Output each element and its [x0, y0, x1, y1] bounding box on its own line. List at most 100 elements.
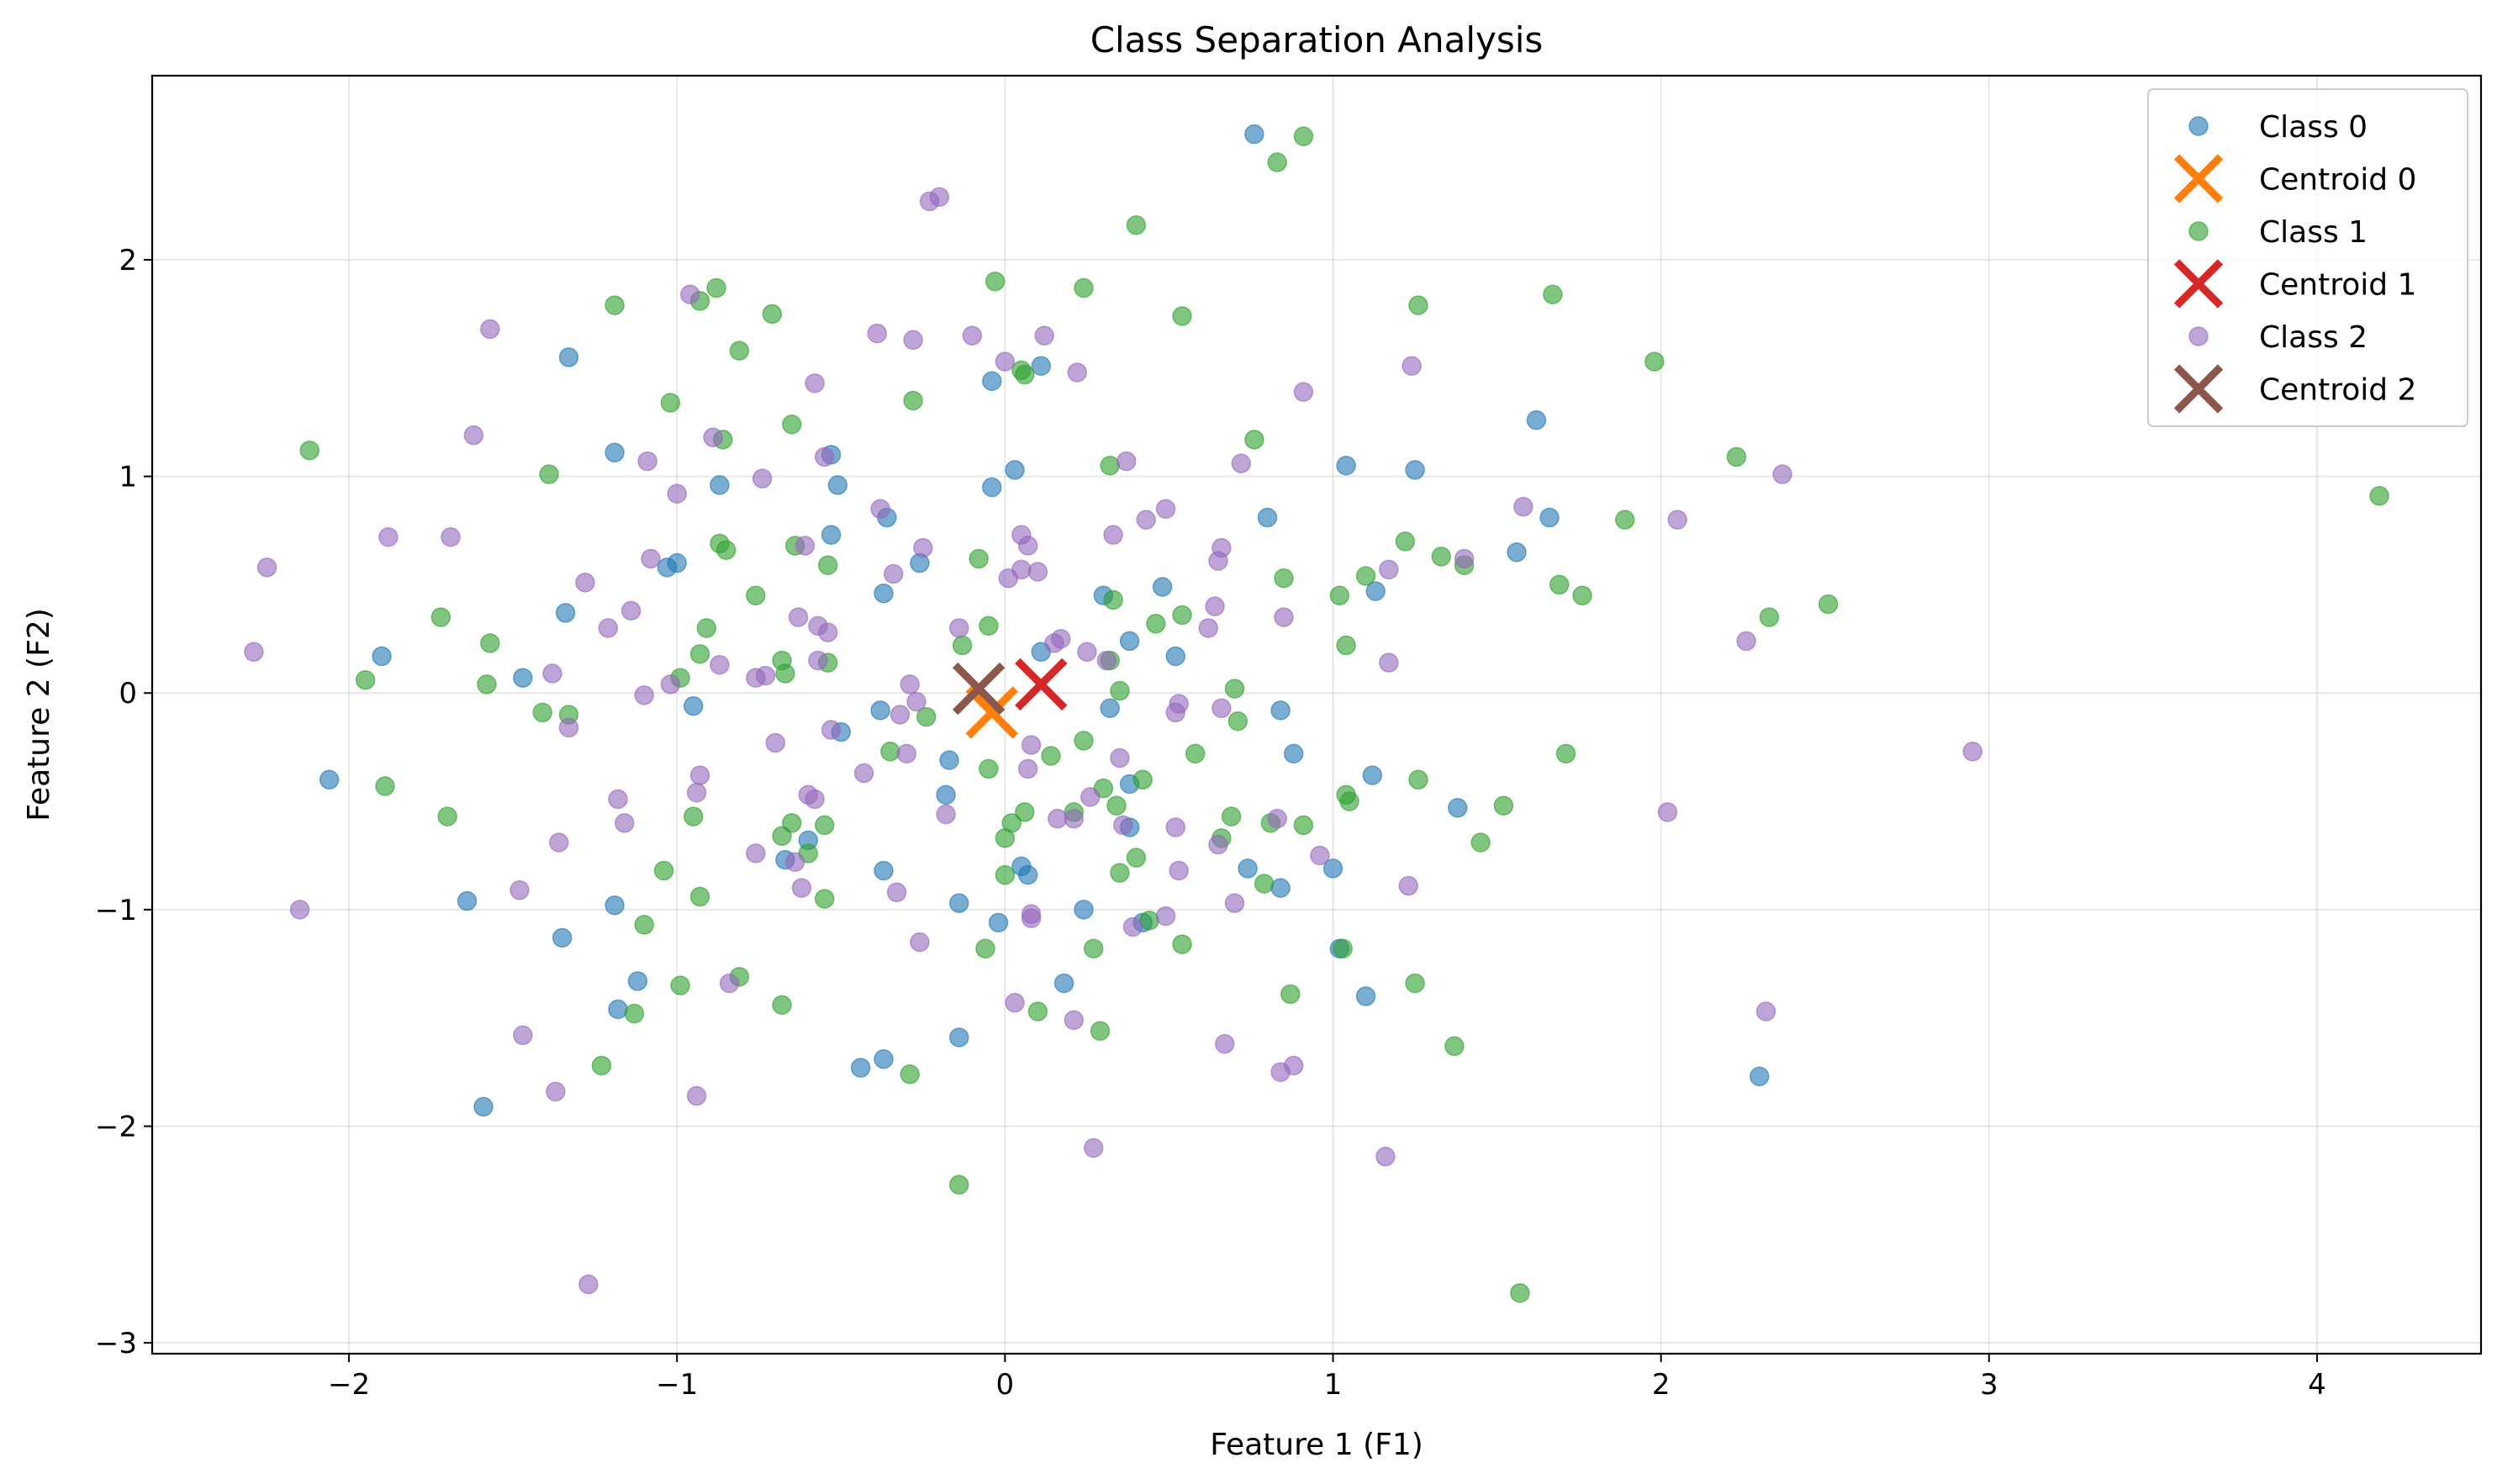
class-2-point: [1034, 325, 1054, 346]
class-2-point: [817, 622, 838, 642]
class-2-point: [883, 563, 904, 584]
class-2-point: [1103, 525, 1123, 545]
class-0-point: [710, 475, 730, 495]
class-0-point: [1270, 878, 1291, 898]
class-0-point: [874, 1048, 894, 1069]
class-2-point: [1165, 702, 1185, 723]
class-2-point: [441, 526, 461, 547]
class-1-point: [1224, 679, 1245, 699]
class-0-point: [1005, 460, 1025, 480]
class-0-point: [874, 860, 894, 881]
class-2-point: [480, 319, 500, 340]
class-2-point: [910, 932, 930, 953]
class-1-point: [1227, 710, 1248, 731]
class-1-point: [817, 555, 838, 575]
class-1-point: [975, 938, 995, 959]
x-tick-label: −1: [656, 1368, 698, 1402]
class-1-point: [1027, 1001, 1048, 1022]
y-axis-label: Feature 2 (F2): [22, 608, 56, 821]
class-1-point: [985, 271, 1006, 292]
class-1-point: [1172, 306, 1192, 326]
legend-swatch-class-1: [2188, 221, 2209, 241]
class-1-point: [1614, 510, 1635, 530]
class-2-point: [886, 882, 907, 903]
centroid-stroke: [2173, 154, 2224, 203]
class-2-point: [1212, 698, 1232, 719]
centroid-0-marker: [965, 686, 1018, 739]
class-1-point: [746, 585, 766, 606]
class-2-point: [1165, 817, 1185, 837]
class-0-point: [1507, 542, 1527, 562]
class-1-point: [1644, 351, 1665, 372]
class-1-point: [815, 815, 835, 836]
class-0-point: [821, 525, 842, 545]
class-1-point: [1405, 973, 1425, 994]
y-tick-label: 2: [119, 244, 137, 277]
legend-swatch-class-2: [2188, 326, 2209, 346]
class-2-point: [1402, 356, 1422, 376]
class-2-point: [1064, 1010, 1085, 1031]
class-2-point: [788, 607, 809, 627]
axis-ticks: −2 −1 0 1 2 3 4 −3 −2 −1 0 1 2: [95, 244, 2326, 1402]
class-2-point: [1136, 510, 1156, 530]
class-2-point: [256, 557, 277, 578]
class-2-point: [710, 654, 730, 675]
class-2-point: [1215, 1033, 1235, 1054]
class-2-point: [1077, 642, 1097, 663]
class-1-point: [1274, 568, 1294, 589]
class-2-point: [1048, 808, 1068, 829]
class-0-point: [948, 893, 969, 913]
class-0-point: [604, 895, 625, 916]
class-1-point: [1221, 806, 1242, 826]
class-1-point: [1759, 607, 1780, 627]
class-2-point: [1454, 548, 1475, 569]
class-1-point: [634, 915, 654, 935]
class-2-point: [805, 789, 825, 810]
class-0-point: [1526, 409, 1547, 430]
class-1-point: [437, 806, 457, 826]
class-1-point: [1355, 566, 1376, 586]
class-1-point: [1090, 1021, 1111, 1041]
centroid-stroke: [2173, 364, 2224, 414]
class-2-point: [1027, 562, 1048, 582]
class-0-point: [1283, 743, 1304, 764]
class-1-point: [979, 758, 999, 779]
class-2-point: [1067, 362, 1087, 383]
class-1-point: [1395, 531, 1416, 552]
class-2-point: [598, 618, 619, 638]
class-1-point: [1172, 934, 1192, 954]
class-1-point: [979, 615, 999, 636]
class-2-point: [1021, 735, 1042, 755]
class-1-point: [1572, 585, 1592, 606]
centroid-stroke: [965, 686, 1018, 739]
class-0-point: [870, 700, 890, 721]
class-2-point: [1116, 451, 1137, 472]
class-2-point: [755, 665, 776, 686]
class-2-point: [1267, 808, 1287, 829]
class-2-point: [463, 425, 484, 446]
class-0-point: [1322, 858, 1344, 879]
class-0-point: [1405, 460, 1425, 480]
class-1-point: [480, 633, 500, 653]
class-1-point: [591, 1055, 612, 1076]
class-1-point: [706, 277, 726, 298]
class-0-point: [1238, 858, 1258, 879]
class-0-point: [1270, 700, 1291, 721]
class-2-point: [513, 1025, 533, 1046]
class-2-point: [1293, 382, 1314, 402]
class-2-point: [903, 330, 923, 351]
class-1-point: [1015, 802, 1035, 822]
centroid-1-marker: [1015, 658, 1068, 711]
class-2-point: [896, 743, 917, 764]
class-2-point: [703, 427, 723, 447]
class-2-point: [1080, 787, 1101, 807]
class-1-point: [775, 663, 795, 684]
class-2-point: [558, 717, 579, 738]
class-2-point: [1155, 906, 1176, 927]
class-2-point: [1083, 1138, 1104, 1159]
class-2-point: [660, 674, 681, 694]
legend-label-centroid-0: Centroid 0: [2259, 163, 2416, 198]
class-1-point: [696, 618, 717, 638]
class-2-point: [689, 765, 710, 785]
class-0-point: [319, 769, 340, 790]
